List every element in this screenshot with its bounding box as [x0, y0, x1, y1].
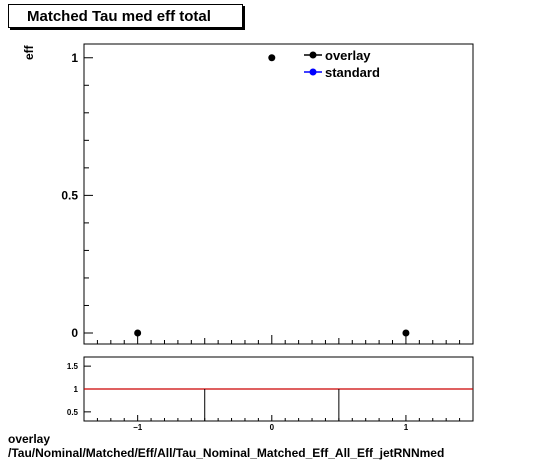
chart-title-box: Matched Tau med eff total — [8, 4, 243, 28]
legend-marker-standard — [309, 68, 317, 76]
y-axis-label: eff — [22, 45, 36, 60]
ratio-y-tick-label: 1 — [74, 385, 79, 394]
overlay-data-point — [134, 329, 142, 337]
y-tick-label: 1 — [71, 51, 78, 65]
footer-path: /Tau/Nominal/Matched/Eff/All/Tau_Nominal… — [8, 446, 445, 460]
main-plot-frame — [83, 43, 474, 345]
ratio-y-tick-label: 1.5 — [67, 362, 79, 371]
y-tick-label: 0.5 — [61, 188, 78, 202]
legend-label-standard: standard — [325, 65, 380, 80]
ratio-y-tick-label: 0.5 — [67, 408, 79, 417]
ratio-x-tick-label: 1 — [404, 423, 409, 432]
footer-label: overlay — [8, 432, 51, 446]
ratio-x-tick-label: 0 — [270, 423, 275, 432]
legend-marker-overlay — [309, 51, 317, 59]
chart-title: Matched Tau med eff total — [27, 8, 211, 25]
overlay-data-point — [268, 54, 276, 62]
y-tick-label: 0 — [71, 326, 78, 340]
overlay-data-point — [402, 329, 410, 337]
ratio-plot-panel: 0.5 1 1.5 −1 0 1 — [67, 356, 474, 432]
ratio-x-tick-label: −1 — [133, 423, 143, 432]
main-plot-panel: 00.51 — [61, 43, 474, 345]
legend-label-overlay: overlay — [325, 48, 371, 63]
legend: overlay standard — [304, 48, 380, 80]
